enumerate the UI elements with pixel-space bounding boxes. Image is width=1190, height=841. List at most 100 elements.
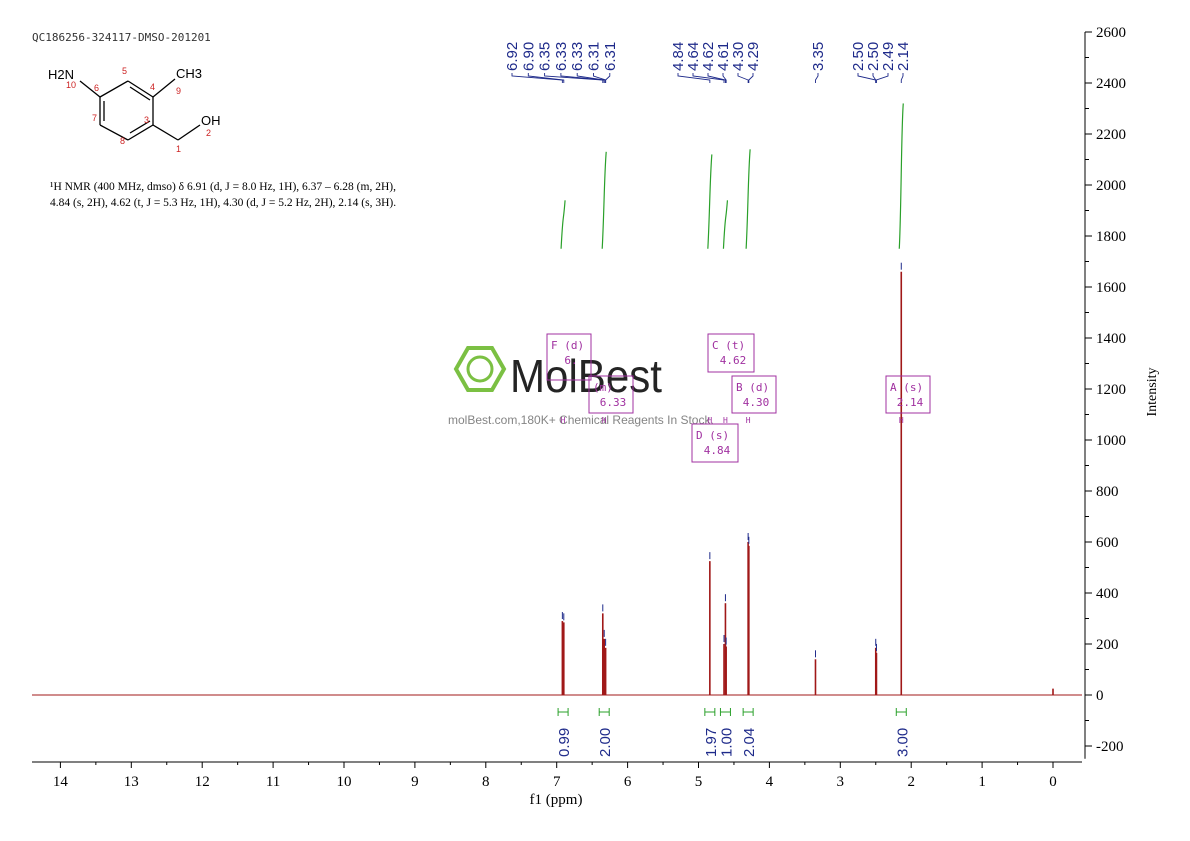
plot-area: 14 13 12 11 10 9 8 7 6 5 4 3 2 1 0-2000200400600800100…: [32, 25, 1126, 790]
peak-shift-label: 4.62: [700, 42, 717, 71]
multiplet-label: C (t): [712, 339, 745, 352]
watermark-brand: MolBest: [510, 350, 662, 402]
multiplet-label: F (d): [551, 339, 584, 352]
peak-label-connector: [605, 73, 611, 83]
peak-label-connector: [872, 73, 877, 83]
integral-value-label: 2.00: [597, 728, 614, 757]
integral-curve: [707, 154, 713, 249]
y-axis-label: Intensity: [1145, 368, 1160, 417]
peak-label-connector: [544, 73, 604, 83]
multiplet-anchor-mark: H: [746, 416, 751, 425]
peak-label-connector: [511, 73, 563, 83]
multiplet-label: (m): [593, 381, 613, 394]
y-tick-label: 2600: [1096, 25, 1126, 41]
peak-shift-label: 2.14: [895, 42, 912, 71]
peak-shift-label: 2.50: [865, 42, 882, 71]
integral-bracket: [742, 708, 754, 716]
multiplet-shift: 2.14: [897, 396, 924, 409]
atom-number-2: 2: [206, 128, 211, 138]
peak-shift-label: 4.30: [730, 42, 747, 71]
peak-shift-label: 6.33: [569, 42, 586, 71]
multiplet-shift: 6.: [564, 354, 577, 367]
x-tick-label: 4: [766, 774, 774, 790]
x-tick-label: 3: [837, 774, 845, 790]
nmr-description-line-2: 4.84 (s, 2H), 4.62 (t, J = 5.3 Hz, 1H), …: [50, 197, 396, 209]
methyl-group-label: CH3: [176, 66, 202, 81]
integral-curve: [898, 103, 904, 249]
integral-bracket: [895, 708, 907, 716]
watermark-tagline: molBest.com,180K+ Chemical Reagents In S…: [448, 413, 714, 427]
peak-shift-label: 4.61: [715, 42, 732, 71]
y-tick-label: 2000: [1096, 178, 1126, 194]
integral-value-label: 0.99: [556, 728, 573, 757]
integral-bracket: [598, 708, 610, 716]
x-axis-label: f1 (ppm): [530, 792, 583, 808]
peak-shift-label: 6.92: [504, 42, 521, 71]
x-tick-label: 9: [411, 774, 419, 790]
peak-shift-label: 6.35: [537, 42, 554, 71]
peak-shift-label: 6.31: [602, 42, 619, 71]
atom-number-1: 1: [176, 144, 181, 154]
x-tick-label: 6: [624, 774, 632, 790]
nmr-description-line-1: ¹H NMR (400 MHz, dmso) δ 6.91 (d, J = 8.…: [50, 181, 396, 193]
y-tick-label: 800: [1096, 484, 1119, 500]
multiplet-label: A (s): [890, 381, 923, 394]
multiplet-anchor-mark: H: [707, 416, 712, 425]
integral-curve: [601, 151, 607, 249]
x-tick-label: 1: [978, 774, 986, 790]
atom-number-10: 10: [66, 80, 76, 90]
integral-bracket: [557, 708, 569, 716]
multiplet-shift: 6.33: [600, 396, 627, 409]
peak-label-connector: [527, 73, 565, 83]
molecule-structure: H2N CH3 OH 1 2 3 4 5 6 7 8 9 10: [48, 66, 221, 154]
integral-curve: [722, 200, 729, 249]
amine-group-label: H2N: [48, 67, 74, 82]
y-tick-label: 200: [1096, 637, 1119, 653]
sample-id: QC186256-324117-DMSO-201201: [32, 31, 211, 44]
y-tick-label: 400: [1096, 586, 1119, 602]
integral-bracket: [704, 708, 716, 716]
integral-value-label: 1.00: [718, 728, 735, 757]
x-tick-label: 14: [53, 774, 69, 790]
x-tick-label: 0: [1049, 774, 1057, 790]
peak-label-connector: [900, 73, 904, 83]
atom-number-4: 4: [150, 82, 155, 92]
multiplet-label: D (s): [696, 429, 729, 442]
y-tick-label: 2200: [1096, 127, 1126, 143]
multiplet-box: [588, 375, 634, 414]
peak-shift-label: 6.90: [520, 42, 537, 71]
watermark: MolBest molBest.com,180K+ Chemical Reage…: [448, 346, 714, 427]
x-tick-label: 12: [195, 774, 210, 790]
y-tick-label: 600: [1096, 535, 1119, 551]
peak-label-connector: [815, 73, 819, 83]
atom-number-9: 9: [176, 86, 181, 96]
y-tick-label: 1800: [1096, 229, 1126, 245]
x-tick-label: 2: [907, 774, 915, 790]
atom-number-5: 5: [122, 66, 127, 76]
multiplet-box: [546, 333, 592, 381]
atom-number-6: 6: [94, 83, 99, 93]
multiplet-box: [885, 375, 931, 414]
integral-value-label: 2.04: [741, 728, 758, 757]
multiplet-shift: 4.84: [704, 444, 731, 457]
peak-shift-label: 2.49: [880, 42, 897, 71]
multiplet-shift: 4.62: [720, 354, 747, 367]
y-tick-label: 1400: [1096, 331, 1126, 347]
multiplet-anchor-mark: H: [602, 416, 607, 425]
peak-label-connector: [692, 73, 725, 83]
atom-number-3: 3: [144, 115, 149, 125]
multiplet-anchor-mark: H: [561, 416, 566, 425]
integral-value-label: 1.97: [703, 728, 720, 757]
integral-bracket: [719, 708, 731, 716]
atom-number-8: 8: [120, 136, 125, 146]
multiplet-anchor-mark: H: [723, 416, 728, 425]
peak-shift-label: 4.29: [745, 42, 762, 71]
peak-shift-label: 4.64: [685, 42, 702, 71]
hydroxyl-group-label: OH: [201, 113, 221, 128]
multiplet-box: [731, 375, 777, 414]
x-tick-label: 5: [695, 774, 703, 790]
y-tick-label: 2400: [1096, 76, 1126, 92]
multiplet-anchor-mark: H: [899, 416, 904, 425]
multiplet-shift: 4.30: [743, 396, 770, 409]
